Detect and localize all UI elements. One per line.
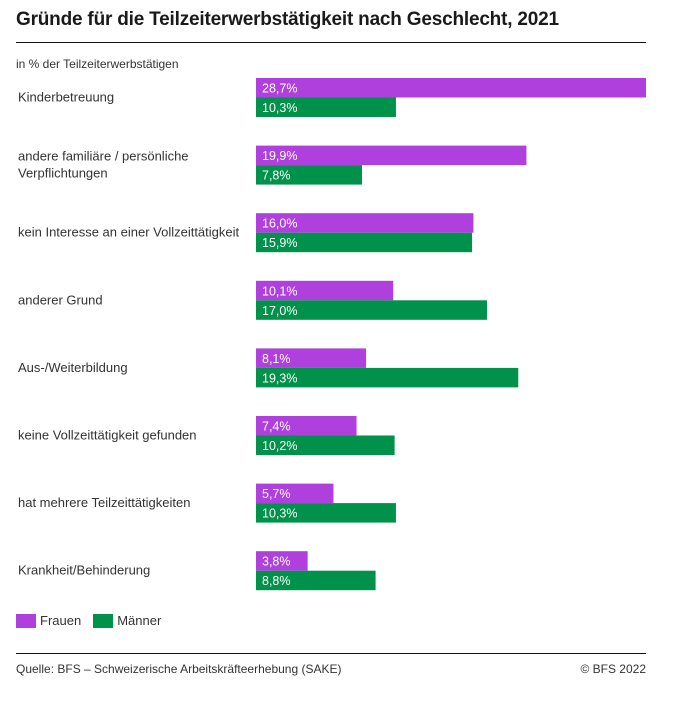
- bar-maenner: [256, 435, 395, 455]
- source-note: Quelle: BFS – Schweizerische Arbeitskräf…: [16, 662, 342, 676]
- category-label: keine Vollzeittätigkeit gefunden: [18, 428, 197, 443]
- bar-value-label: 7,4%: [262, 420, 291, 434]
- bar-frauen: [256, 348, 367, 368]
- bar-maenner: [256, 367, 519, 388]
- footer: Quelle: BFS – Schweizerische Arbeitskräf…: [16, 662, 646, 676]
- category-label: hat mehrere Teilzeittätigkeiten: [18, 495, 190, 510]
- chart-subtitle: in % der Teilzeiterwerbstätigen: [16, 57, 179, 71]
- bar-value-label: 17,0%: [262, 304, 297, 318]
- copyright: © BFS 2022: [580, 662, 646, 676]
- bar-value-label: 19,9%: [262, 149, 297, 163]
- bar-maenner: [256, 570, 376, 591]
- legend-item-maenner[interactable]: Männer: [93, 613, 161, 628]
- bar-value-label: 3,8%: [262, 555, 291, 569]
- bar-frauen: [256, 483, 334, 504]
- legend: Frauen Männer: [16, 613, 173, 628]
- bar-frauen: [256, 280, 394, 301]
- bar-frauen: [256, 78, 646, 98]
- title-divider: [16, 42, 646, 43]
- bar-maenner: [256, 97, 396, 117]
- bar-value-label: 10,3%: [262, 101, 297, 115]
- legend-item-frauen[interactable]: Frauen: [16, 613, 81, 628]
- bar-frauen: [256, 416, 357, 436]
- legend-label-frauen: Frauen: [40, 613, 82, 628]
- bar-maenner: [256, 300, 488, 320]
- bar-value-label: 15,9%: [262, 236, 297, 250]
- bar-maenner: [256, 232, 473, 253]
- bar-frauen: [256, 213, 474, 233]
- bar-maenner: [256, 165, 362, 185]
- bar-value-label: 10,1%: [262, 284, 297, 298]
- category-label: Krankheit/Behinderung: [18, 563, 150, 578]
- category-label: Kinderbetreuung: [18, 90, 114, 105]
- bar-value-label: 7,8%: [262, 169, 291, 183]
- bar-value-label: 10,2%: [262, 439, 297, 453]
- category-label: anderer Grund: [18, 292, 103, 307]
- footer-divider: [16, 653, 646, 654]
- bar-value-label: 28,7%: [262, 82, 297, 96]
- bar-value-label: 8,8%: [262, 574, 291, 588]
- legend-swatch-maenner: [93, 613, 114, 628]
- bar-value-label: 19,3%: [262, 371, 297, 385]
- bar-frauen: [256, 145, 527, 166]
- bar-value-label: 5,7%: [262, 487, 291, 501]
- bar-frauen: [256, 551, 308, 571]
- bar-value-label: 8,1%: [262, 352, 291, 366]
- bar-value-label: 10,3%: [262, 507, 297, 521]
- category-label: Aus-/Weiterbildung: [18, 360, 128, 375]
- bar-maenner: [256, 503, 396, 523]
- legend-label-maenner: Männer: [117, 613, 162, 628]
- category-label: kein Interesse an einer Vollzeittätigkei…: [18, 225, 240, 240]
- legend-swatch-frauen: [16, 613, 36, 628]
- bar-value-label: 16,0%: [262, 217, 297, 231]
- chart-title: Gründe für die Teilzeiterwerbstätigkeit …: [16, 9, 559, 30]
- category-label: andere familiäre / persönliche Verpflicht…: [18, 149, 189, 181]
- bar-chart: Kinderbetreuung 28,7% 10,3% andere familiär…: [18, 78, 646, 591]
